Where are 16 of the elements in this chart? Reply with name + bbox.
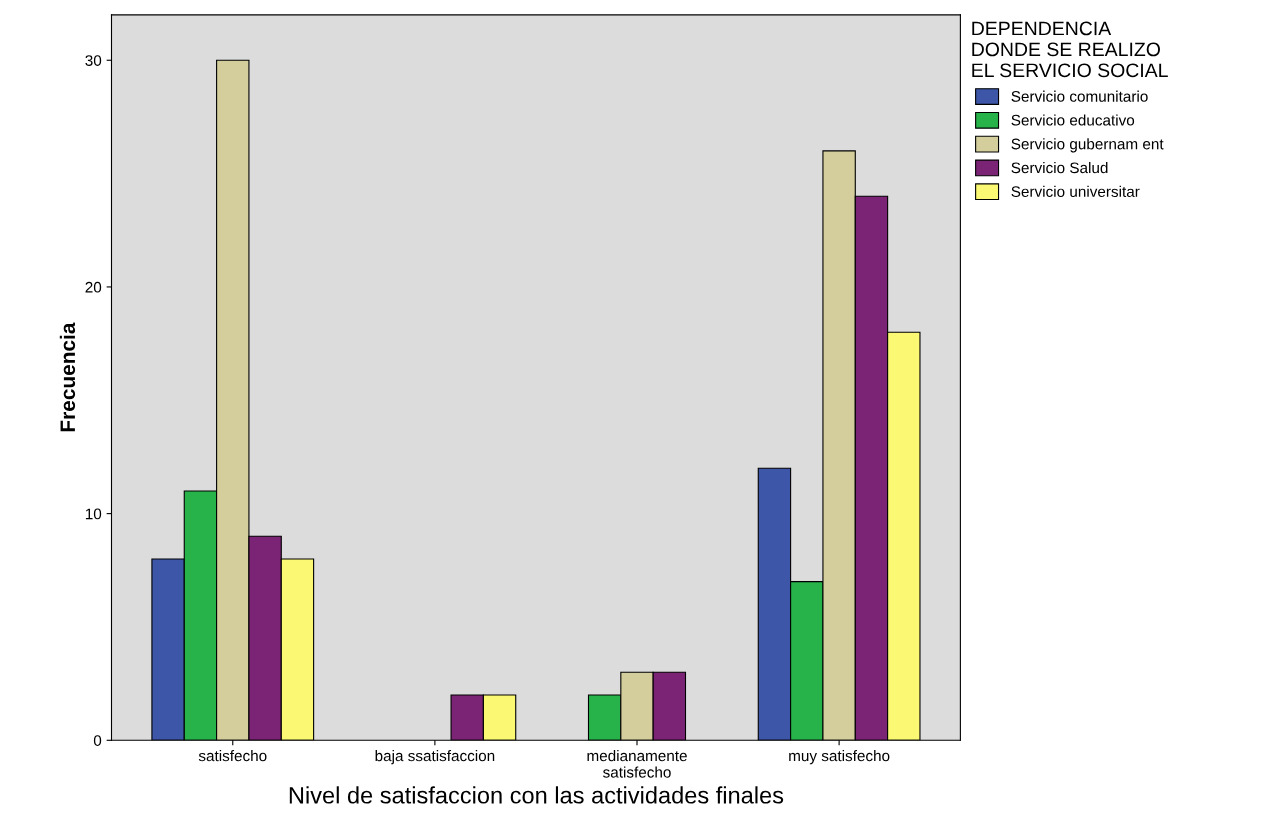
x-axis-title: Nivel de satisfaccion con las actividades finales (289, 786, 784, 804)
y-tick-label: 20 (85, 281, 102, 293)
y-tick-label: 10 (85, 508, 102, 520)
x-tick-label: muy satisfecho (789, 750, 890, 765)
legend-label: Servicio gubernam ent (1011, 138, 1164, 153)
legend-label: Servicio universitar (1011, 185, 1140, 197)
y-tick-label: 30 (85, 55, 102, 66)
x-tick-label: medianamente satisfecho (587, 750, 687, 778)
legend-title: DEPENDENCIA DONDE SE REALIZO EL SERVICIO SOCIAL (972, 21, 1168, 78)
y-tick-label: 0 (93, 735, 102, 746)
legend-label: Servicio educativo (1011, 114, 1135, 126)
legend-label: Servicio Salud (1011, 161, 1108, 174)
x-tick-label: baja ssatisfaccion (375, 750, 495, 765)
y-axis-title: Frecuencia (59, 322, 76, 432)
legend-label: Servicio comunitario (1011, 90, 1148, 102)
x-tick-label: satisfecho (198, 750, 267, 762)
